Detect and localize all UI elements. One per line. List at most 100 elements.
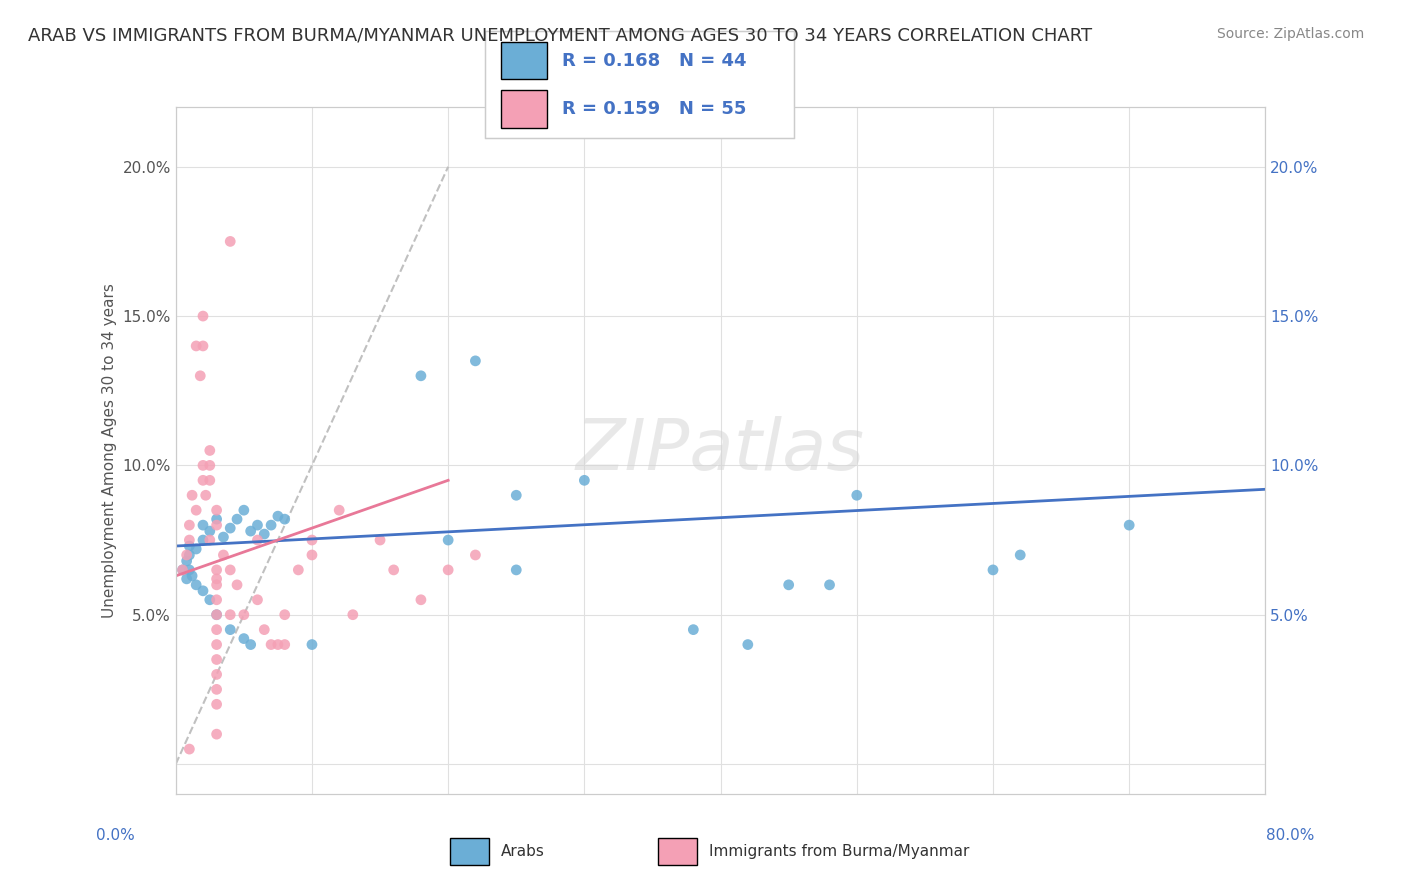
Point bbox=[226, 578, 249, 592]
Point bbox=[219, 607, 242, 622]
Point bbox=[205, 607, 228, 622]
Point bbox=[179, 533, 201, 547]
Point bbox=[737, 638, 759, 652]
Point bbox=[232, 632, 254, 646]
Point bbox=[191, 339, 214, 353]
Point bbox=[1010, 548, 1032, 562]
Point bbox=[191, 533, 214, 547]
Point bbox=[246, 592, 269, 607]
Text: 80.0%: 80.0% bbox=[1267, 828, 1315, 843]
Point bbox=[981, 563, 1004, 577]
Point bbox=[205, 592, 228, 607]
Point bbox=[274, 512, 297, 526]
Point bbox=[239, 524, 262, 538]
Point bbox=[194, 488, 217, 502]
Point bbox=[181, 488, 204, 502]
Point bbox=[186, 578, 208, 592]
Point bbox=[205, 607, 228, 622]
Point bbox=[205, 518, 228, 533]
Point bbox=[191, 473, 214, 487]
Point bbox=[409, 368, 432, 383]
Point bbox=[198, 473, 221, 487]
Point bbox=[212, 530, 235, 544]
FancyBboxPatch shape bbox=[658, 838, 697, 865]
Point bbox=[186, 339, 208, 353]
Point bbox=[212, 548, 235, 562]
Point bbox=[186, 503, 208, 517]
Point bbox=[172, 563, 194, 577]
Point bbox=[778, 578, 800, 592]
Point bbox=[219, 563, 242, 577]
Point bbox=[274, 607, 297, 622]
Point bbox=[505, 563, 527, 577]
Point bbox=[287, 563, 309, 577]
Point bbox=[205, 667, 228, 681]
Point bbox=[239, 638, 262, 652]
Point bbox=[382, 563, 405, 577]
Point bbox=[368, 533, 391, 547]
Point bbox=[437, 533, 460, 547]
Point bbox=[267, 509, 290, 524]
Point bbox=[342, 607, 364, 622]
Point bbox=[232, 503, 254, 517]
Point bbox=[198, 458, 221, 473]
Point bbox=[172, 563, 194, 577]
Point bbox=[505, 488, 527, 502]
FancyBboxPatch shape bbox=[450, 838, 489, 865]
Y-axis label: Unemployment Among Ages 30 to 34 years: Unemployment Among Ages 30 to 34 years bbox=[103, 283, 117, 618]
Point bbox=[232, 607, 254, 622]
Point bbox=[179, 518, 201, 533]
Point bbox=[186, 541, 208, 556]
Point bbox=[176, 554, 198, 568]
Point bbox=[574, 473, 596, 487]
Point bbox=[301, 533, 323, 547]
Point bbox=[179, 563, 201, 577]
Text: ARAB VS IMMIGRANTS FROM BURMA/MYANMAR UNEMPLOYMENT AMONG AGES 30 TO 34 YEARS COR: ARAB VS IMMIGRANTS FROM BURMA/MYANMAR UN… bbox=[28, 27, 1092, 45]
Point bbox=[198, 443, 221, 458]
Point bbox=[205, 638, 228, 652]
Point bbox=[226, 512, 249, 526]
Point bbox=[818, 578, 841, 592]
Point bbox=[176, 572, 198, 586]
Point bbox=[205, 682, 228, 697]
Point bbox=[191, 309, 214, 323]
Point bbox=[205, 512, 228, 526]
Point bbox=[188, 368, 211, 383]
Point bbox=[274, 638, 297, 652]
Point bbox=[246, 518, 269, 533]
Point bbox=[682, 623, 704, 637]
Point bbox=[845, 488, 868, 502]
Point bbox=[260, 518, 283, 533]
Point bbox=[198, 592, 221, 607]
Point bbox=[205, 563, 228, 577]
Point bbox=[260, 638, 283, 652]
FancyBboxPatch shape bbox=[501, 90, 547, 128]
Text: R = 0.168   N = 44: R = 0.168 N = 44 bbox=[562, 53, 747, 70]
Point bbox=[1118, 518, 1140, 533]
Text: Arabs: Arabs bbox=[501, 845, 544, 859]
Point bbox=[198, 524, 221, 538]
Point bbox=[205, 503, 228, 517]
Point bbox=[464, 354, 486, 368]
Point bbox=[205, 698, 228, 712]
Point bbox=[191, 458, 214, 473]
Text: 0.0%: 0.0% bbox=[96, 828, 135, 843]
Point bbox=[205, 727, 228, 741]
Point bbox=[409, 592, 432, 607]
Point bbox=[205, 623, 228, 637]
Point bbox=[181, 569, 204, 583]
Text: Immigrants from Burma/Myanmar: Immigrants from Burma/Myanmar bbox=[709, 845, 969, 859]
Text: R = 0.159   N = 55: R = 0.159 N = 55 bbox=[562, 101, 747, 119]
Point bbox=[464, 548, 486, 562]
Point bbox=[176, 548, 198, 562]
Point bbox=[253, 623, 276, 637]
Point bbox=[437, 563, 460, 577]
Point bbox=[301, 638, 323, 652]
Point bbox=[191, 583, 214, 598]
Point bbox=[219, 521, 242, 535]
Point bbox=[205, 572, 228, 586]
Point bbox=[246, 533, 269, 547]
Point bbox=[219, 623, 242, 637]
Point bbox=[328, 503, 350, 517]
Point bbox=[267, 638, 290, 652]
